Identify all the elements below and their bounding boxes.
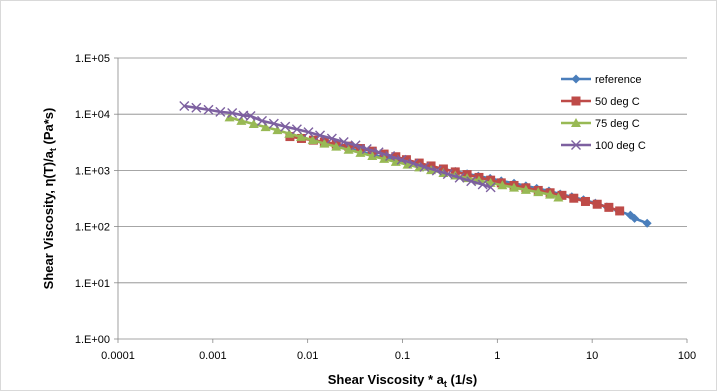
data-point-75-deg-c (355, 147, 366, 157)
x-axis-title-sub: t (444, 379, 447, 389)
y-axis-title-tail: (Pa*s) (41, 108, 56, 148)
data-point-100-deg-c (408, 158, 419, 169)
data-point-75-deg-c (319, 138, 330, 148)
data-point-100-deg-c (442, 169, 453, 180)
data-point-50-deg-c (580, 196, 590, 206)
data-point-75-deg-c (224, 112, 235, 122)
x-tick-label: 0.001 (199, 350, 227, 362)
data-point-75-deg-c (545, 189, 556, 199)
y-tick-label: 1.E+01 (75, 278, 110, 290)
data-point-100-deg-c (215, 106, 226, 117)
data-point-75-deg-c (248, 118, 259, 128)
x-tick-label: 0.01 (297, 350, 318, 362)
data-point-100-deg-c (454, 172, 465, 183)
data-point-100-deg-c (350, 140, 361, 151)
data-point-75-deg-c (379, 153, 390, 163)
series-line-100-deg-c (184, 104, 492, 189)
data-point-75-deg-c (284, 128, 295, 138)
data-point-100-deg-c (361, 144, 372, 155)
data-point-100-deg-c (326, 133, 337, 144)
x-axis-title-tail: (1/s) (447, 372, 477, 387)
x-tick-label: 100 (678, 350, 696, 362)
data-point-75-deg-c (307, 135, 318, 145)
data-point-100-deg-c (485, 182, 496, 193)
data-point-75-deg-c (343, 144, 354, 154)
data-point-reference (642, 218, 652, 228)
series-layer (179, 100, 652, 228)
data-point-50-deg-c (615, 206, 625, 216)
data-point-100-deg-c (466, 176, 477, 187)
data-point-50-deg-c (401, 155, 411, 165)
legend-label: 75 deg C (595, 118, 640, 130)
data-point-75-deg-c (553, 192, 564, 202)
series-75-deg-c (224, 112, 564, 202)
data-point-75-deg-c (295, 131, 306, 141)
y-tick-label: 1.E+03 (75, 165, 110, 177)
data-point-100-deg-c (431, 165, 442, 176)
legend-label: 50 deg C (595, 96, 640, 108)
legend-label: 100 deg C (595, 140, 646, 152)
data-point-100-deg-c (477, 179, 488, 190)
tick-labels: 1.E+00 1.E+01 1.E+02 1.E+03 1.E+04 1.E+05 0.00… (75, 53, 696, 362)
data-point-100-deg-c (179, 100, 190, 111)
data-point-75-deg-c (497, 180, 508, 190)
data-point-100-deg-c (280, 121, 291, 132)
data-point-75-deg-c (272, 125, 283, 135)
data-point-100-deg-c (191, 102, 202, 113)
x-tick-label: 1 (494, 350, 500, 362)
data-point-75-deg-c (260, 122, 271, 132)
y-tick-label: 1.E+04 (75, 109, 110, 121)
data-point-75-deg-c (331, 141, 342, 151)
data-point-100-deg-c (291, 124, 302, 135)
data-point-50-deg-c (604, 202, 614, 212)
legend-swatch-marker (571, 96, 581, 106)
y-tick-label: 1.E+02 (75, 222, 110, 234)
y-axis-title: Shear Viscosity, η(T)/at (Pa*s) (41, 108, 58, 290)
legend-swatch-marker (571, 118, 581, 127)
legend: reference 50 deg C 75 deg C 100 deg C (561, 74, 646, 152)
legend-item-reference: reference (561, 74, 641, 86)
legend-label: reference (595, 74, 641, 86)
data-point-50-deg-c (569, 193, 579, 203)
x-axis-title: Shear Viscosity * at (1/s) (328, 372, 477, 389)
y-axis-title-main: Shear Viscosity, η(T)/a (41, 150, 56, 289)
data-point-75-deg-c (236, 115, 247, 125)
data-point-100-deg-c (396, 154, 407, 165)
data-point-75-deg-c (509, 182, 520, 192)
data-point-100-deg-c (268, 118, 279, 129)
data-point-100-deg-c (419, 161, 430, 172)
data-point-100-deg-c (245, 110, 256, 121)
data-point-75-deg-c (533, 187, 544, 197)
data-point-reference (630, 213, 640, 223)
legend-item-50-deg-c: 50 deg C (561, 96, 640, 108)
data-point-100-deg-c (385, 151, 396, 162)
y-axis-title-sub: t (48, 148, 58, 151)
data-point-50-deg-c (557, 190, 567, 200)
data-point-75-deg-c (367, 151, 378, 161)
data-point-75-deg-c (520, 184, 531, 194)
data-point-100-deg-c (227, 108, 238, 119)
legend-item-100-deg-c: 100 deg C (561, 140, 646, 152)
legend-swatch-marker (571, 74, 581, 84)
data-point-100-deg-c (373, 147, 384, 158)
x-tick-label: 0.0001 (101, 350, 135, 362)
data-point-100-deg-c (315, 130, 326, 141)
data-point-100-deg-c (203, 104, 214, 115)
legend-swatch-marker (571, 140, 581, 150)
y-tick-label: 1.E+00 (75, 334, 110, 346)
gridlines (118, 57, 687, 284)
data-point-100-deg-c (303, 127, 314, 138)
axes (114, 57, 688, 343)
x-axis-title-main: Shear Viscosity * a (328, 372, 445, 387)
x-tick-label: 0.1 (395, 350, 410, 362)
series-100-deg-c (179, 100, 496, 193)
data-point-50-deg-c (592, 199, 602, 209)
legend-item-75-deg-c: 75 deg C (561, 118, 640, 130)
x-tick-label: 10 (586, 350, 598, 362)
y-tick-label: 1.E+05 (75, 53, 110, 65)
data-point-100-deg-c (338, 137, 349, 148)
data-point-100-deg-c (257, 115, 268, 126)
